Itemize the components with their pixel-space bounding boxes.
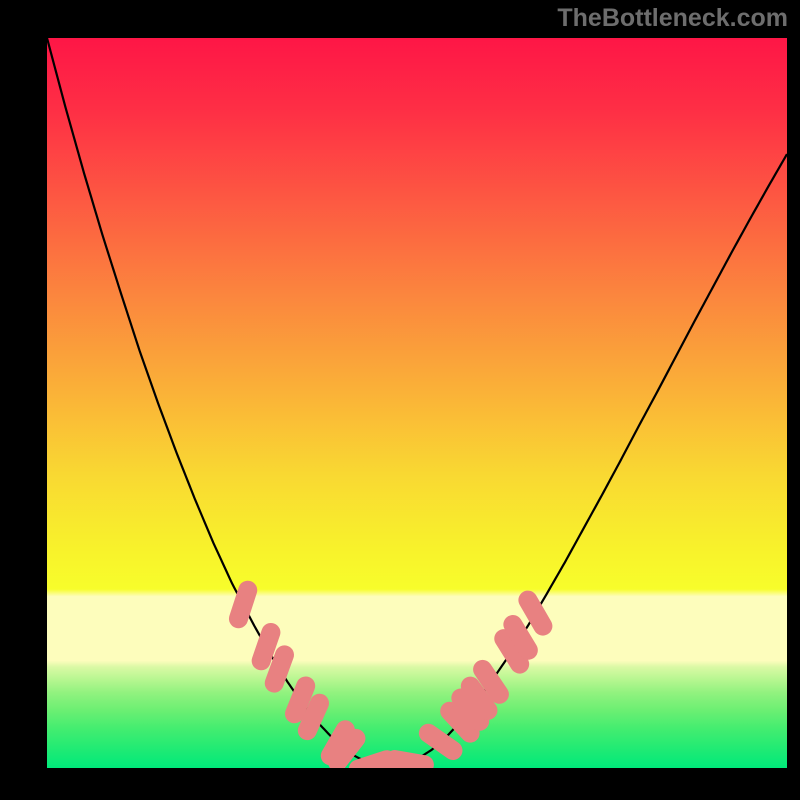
bottleneck-chart (0, 0, 800, 800)
curve-marker (528, 600, 543, 626)
curve-marker (238, 590, 247, 619)
curve-marker (261, 632, 271, 660)
watermark-text: TheBottleneck.com (557, 4, 788, 33)
curve-marker (294, 686, 305, 714)
curve-marker (274, 655, 284, 683)
curve-marker (307, 703, 319, 730)
curve-marker (395, 760, 425, 765)
curve-marker (513, 624, 528, 650)
